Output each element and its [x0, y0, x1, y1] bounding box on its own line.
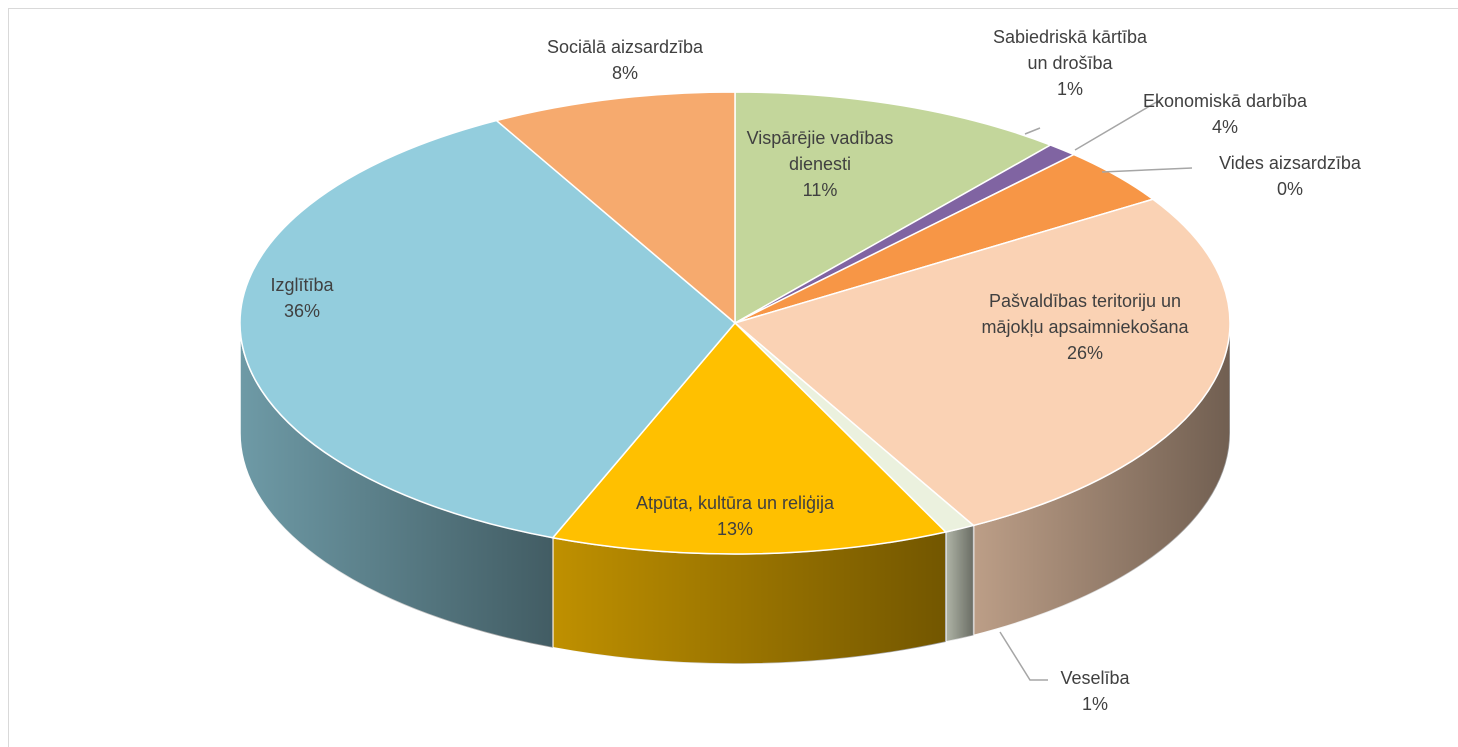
leader-lines [999, 99, 1193, 681]
data-label: Ekonomiskā darbība 4% [1143, 88, 1307, 140]
data-label: Izglītība 36% [270, 272, 333, 324]
pie-side-shade [973, 323, 1230, 636]
category-label: Veselība [1060, 668, 1130, 688]
pie-tops [239, 91, 1231, 555]
data-label: Sociālā aizsardzība 8% [547, 34, 703, 86]
pie-side-shade [945, 525, 974, 643]
data-label: Vispārējie vadības dienesti 11% [747, 125, 894, 203]
data-label: Vides aizsardzība 0% [1219, 150, 1361, 202]
leader-line [1024, 127, 1041, 135]
category-label: Ekonomiskā darbība [1142, 91, 1308, 111]
value-label: 26% [1066, 343, 1104, 363]
category-label: Atpūta, kultūra un reliģija [635, 493, 835, 513]
category-label: Vides aizsardzība [1219, 153, 1361, 173]
data-label: Veselība 1% [1060, 665, 1129, 717]
pie-slice [733, 198, 1231, 527]
category-label: Sociālā aizsardzība [546, 37, 704, 57]
category-label: Vispārējie vadības dienesti [746, 128, 894, 174]
pie-side-shade [240, 323, 553, 648]
leader-line [1101, 167, 1193, 173]
pie-slice [239, 119, 737, 539]
value-label: 4% [1211, 117, 1238, 137]
data-label: Pašvaldības teritoriju un mājokļu apsaim… [981, 288, 1188, 366]
chart-border [8, 8, 1458, 747]
pie-slice [734, 91, 1053, 325]
value-label: 1% [1056, 79, 1083, 99]
value-label: 36% [283, 301, 321, 321]
leader-line [1074, 99, 1161, 151]
value-label: 11% [802, 180, 838, 200]
data-label: Atpūta, kultūra un reliģija 13% [636, 490, 834, 542]
pie-slice [551, 321, 948, 555]
category-label: Izglītība [270, 275, 334, 295]
value-label: 8% [611, 63, 638, 83]
value-label: 13% [716, 519, 754, 539]
leader-line [999, 631, 1048, 681]
category-label: Pašvaldības teritoriju un mājokļu apsaim… [981, 291, 1189, 337]
pie-slice [494, 91, 736, 325]
category-label: Sabiedriskā kārtība un drošība [992, 27, 1148, 73]
pie-sides [239, 322, 1231, 665]
pie-side-shade [552, 532, 946, 664]
value-label: 1% [1081, 694, 1108, 714]
data-label: Sabiedriskā kārtība un drošība 1% [993, 24, 1147, 102]
value-label: 0% [1276, 179, 1303, 199]
